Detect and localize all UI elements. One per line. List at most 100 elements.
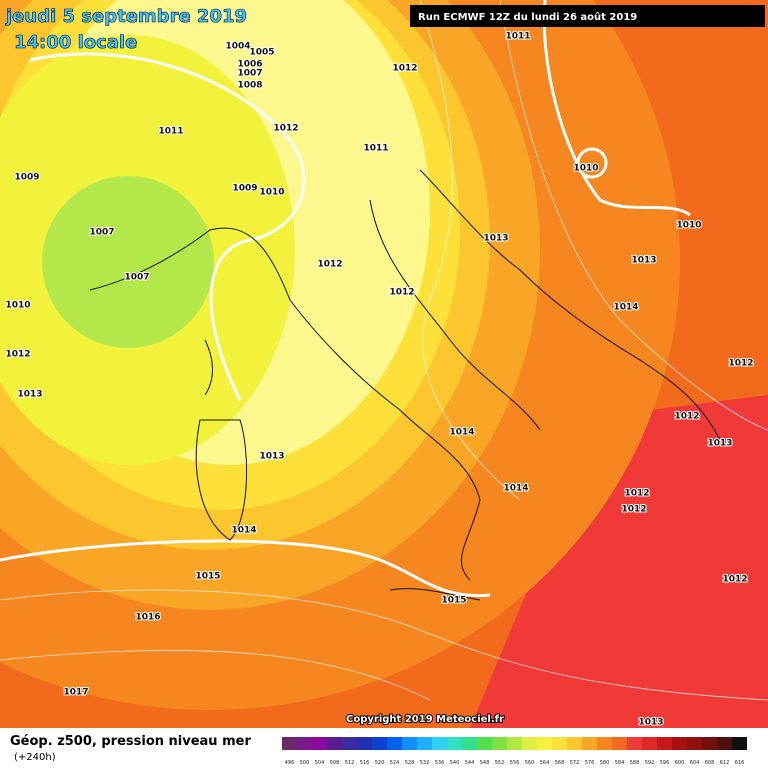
copyright: Copyright 2019 Meteociel.fr [346,714,504,725]
scale-swatch [327,737,342,750]
scale-label: 556 [510,760,520,766]
scale-label: 576 [585,760,595,766]
scale-label: 540 [450,760,460,766]
scale-label: 604 [690,760,700,766]
scale-label: 528 [405,760,415,766]
scale-swatch [552,737,567,750]
scale-label: 612 [720,760,730,766]
field [0,0,768,728]
scale-swatch [642,737,657,750]
scale-swatch [492,737,507,750]
scale-swatch [537,737,552,750]
scale-swatch [597,737,612,750]
coastlines [89,169,721,601]
scale-label: 552 [495,760,505,766]
scale-label: 504 [315,760,325,766]
isobar-label: 1013 [17,390,42,400]
isobar-label: 1006 [237,60,262,70]
isobar-label: 1013 [638,718,663,728]
isobar-label: 1008 [237,81,262,91]
scale-swatch [732,737,747,750]
scale-swatch [627,737,642,750]
isobar-label: 1010 [676,221,701,231]
isobar-label: 1004 [225,42,250,52]
date: jeudi 5 septembre 2019 [5,6,247,27]
scale-label: 580 [600,760,610,766]
scale-label: 600 [675,760,685,766]
isobar-label: 1010 [259,188,284,198]
isobar-label: 1007 [237,69,262,79]
scale-swatch [612,737,627,750]
scale-label: 548 [480,760,490,766]
scale-swatch [342,737,357,750]
scale-swatch [567,737,582,750]
scale-swatch [417,737,432,750]
isobar-label: 1012 [389,288,414,298]
legend-title: Géop. z500, pression niveau mer [10,734,251,749]
scale-swatch [387,737,402,750]
scale-label: 500 [300,760,310,766]
scale-label: 568 [555,760,565,766]
isobar-label: 1010 [573,164,598,174]
isobar-label: 1014 [613,303,638,313]
isobar-label: 1015 [195,572,220,582]
isobar-label: 1013 [631,256,656,266]
scale-label: 560 [525,760,535,766]
scale-label: 608 [705,760,715,766]
scale-swatch [582,737,597,750]
isobar-label: 1009 [232,184,257,194]
isobar-label: 1005 [249,48,274,58]
isobar-label: 1012 [273,124,298,134]
scale-swatch [372,737,387,750]
scale-label: 508 [330,760,340,766]
scale-swatch [312,737,327,750]
color-scale: 496 500 504 508 512 516 520 524 528 532 536 540 544 5… [282,737,747,766]
isobar-label: 1016 [135,613,160,623]
isobar-label: 1012 [624,489,649,499]
isobars [0,0,768,701]
isobar-label: 1013 [259,452,284,462]
scale-swatch [702,737,717,750]
scale-swatch [462,737,477,750]
scale-swatch [402,737,417,750]
scale-swatch [522,737,537,750]
scale-label: 572 [570,760,580,766]
isobar-label: 1009 [14,173,39,183]
isobar-label: 1010 [5,301,30,311]
scale-swatch [447,737,462,750]
scale-swatch [357,737,372,750]
time: 14:00 locale [14,32,137,53]
isobar-label: 1014 [231,526,256,536]
scale-swatch [687,737,702,750]
scale-label: 520 [375,760,385,766]
run-box [410,5,765,27]
scale-label: 536 [435,760,445,766]
scale-swatch [297,737,312,750]
scale-label: 592 [645,760,655,766]
isobar-label: 1013 [707,439,732,449]
scale-swatch [672,737,687,750]
scale-label: 616 [735,760,745,766]
scale-swatch [717,737,732,750]
isobar-label: 1015 [441,596,466,606]
scale-swatch [432,737,447,750]
isobar-label: 1011 [158,127,183,137]
isobar-label: 1012 [392,64,417,74]
isobar-label: 1012 [317,260,342,270]
scale-label: 532 [420,760,430,766]
scale-label: 584 [615,760,625,766]
isobar-label: 1012 [728,359,753,369]
scale-label: 524 [390,760,400,766]
run-text: Run ECMWF 12Z du lundi 26 août 2019 [418,11,637,23]
scale-label: 496 [285,760,295,766]
scale-label: 596 [660,760,670,766]
scale-label: 512 [345,760,355,766]
scale-label: 544 [465,760,475,766]
legend-lead: (+240h) [14,752,56,763]
isobar-label: 1012 [5,350,30,360]
scale-swatch [657,737,672,750]
scale-label: 564 [540,760,550,766]
isobar-label: 1012 [674,412,699,422]
